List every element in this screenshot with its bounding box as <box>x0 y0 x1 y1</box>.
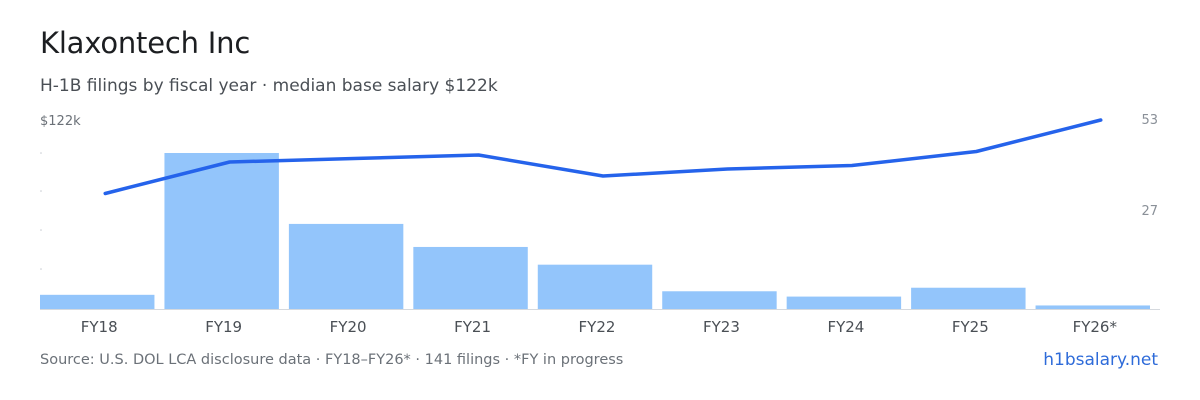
left-axis-dot-0 <box>40 152 42 154</box>
x-tick-FY24: FY24 <box>827 318 864 336</box>
x-tick-FY20: FY20 <box>330 318 367 336</box>
bar-FY21 <box>413 246 528 309</box>
bar-FY26* <box>1035 305 1150 309</box>
left-axis-top-label: $122k <box>40 114 81 129</box>
bar-FY23 <box>662 291 777 309</box>
bar-FY22 <box>537 264 653 309</box>
x-axis-ticks: FY18 FY19 FY20 FY21 FY22 FY23 FY24 FY25 FY26* <box>81 318 1118 336</box>
chart-title: Klaxontech Inc <box>40 26 251 60</box>
right-axis: 53 27 <box>1141 113 1158 219</box>
bar-FY19 <box>164 153 279 309</box>
bar-FY20 <box>288 223 404 309</box>
x-tick-FY18: FY18 <box>81 318 118 336</box>
x-tick-FY22: FY22 <box>579 318 616 336</box>
left-axis-dot-3 <box>40 268 42 270</box>
brand-link[interactable]: h1bsalary.net <box>1043 350 1158 370</box>
right-axis-tick-1: 27 <box>1141 204 1158 219</box>
x-tick-FY21: FY21 <box>454 318 491 336</box>
bar-FY18 <box>40 294 155 309</box>
x-tick-FY23: FY23 <box>703 318 740 336</box>
source-note: Source: U.S. DOL LCA disclosure data · F… <box>40 352 624 368</box>
bar-FY25 <box>911 287 1026 309</box>
chart-subtitle: H-1B filings by fiscal year · median bas… <box>40 76 498 96</box>
bar-FY24 <box>786 296 902 309</box>
left-axis-dot-2 <box>40 229 42 231</box>
x-tick-FY26*: FY26* <box>1073 318 1118 336</box>
right-axis-tick-0: 53 <box>1141 113 1158 128</box>
x-tick-FY25: FY25 <box>952 318 989 336</box>
x-tick-FY19: FY19 <box>205 318 242 336</box>
line-series <box>103 118 1103 196</box>
bar-series <box>40 153 1150 309</box>
left-axis-dot-1 <box>40 190 42 192</box>
chart-decor <box>40 152 1160 310</box>
